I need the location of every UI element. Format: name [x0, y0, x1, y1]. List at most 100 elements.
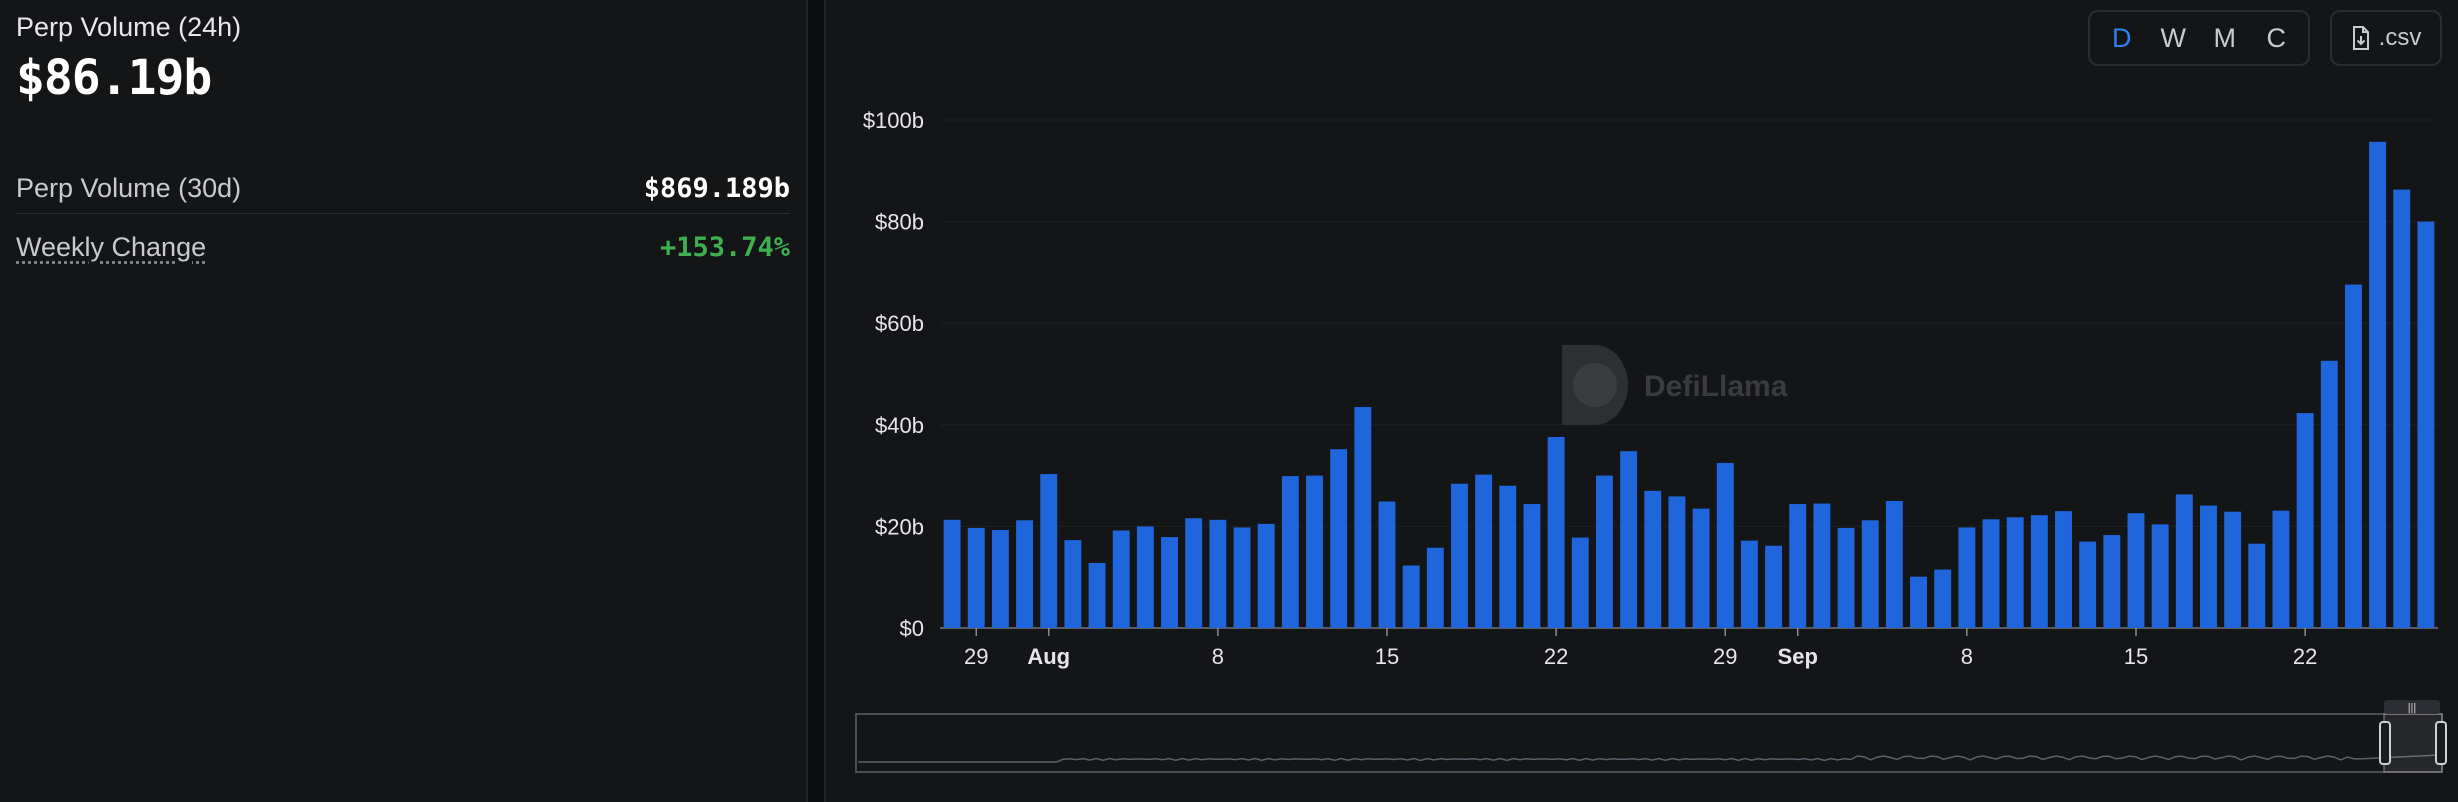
- y-tick-label: $100b: [863, 108, 924, 133]
- brush-grip-icon: |||: [2408, 702, 2417, 714]
- weekly-change-row: Weekly Change +153.74%: [16, 222, 790, 272]
- bar[interactable]: [2344, 284, 2362, 628]
- bar[interactable]: [1209, 519, 1227, 628]
- bar[interactable]: [2393, 189, 2411, 628]
- x-tick-label: 29: [964, 644, 988, 669]
- period-c-button[interactable]: C: [2266, 22, 2287, 53]
- perp-volume-24h-label: Perp Volume (24h): [16, 12, 242, 42]
- bar[interactable]: [1958, 527, 1976, 628]
- bar[interactable]: [1136, 526, 1154, 628]
- bar[interactable]: [1765, 545, 1783, 628]
- perp-volume-24h-value: $86.19b: [16, 50, 212, 106]
- bar[interactable]: [1620, 451, 1638, 628]
- bar[interactable]: [943, 519, 961, 628]
- bar[interactable]: [2296, 413, 2314, 628]
- bar[interactable]: [2272, 510, 2290, 628]
- bar[interactable]: [1306, 475, 1323, 628]
- x-tick-label: 8: [1961, 644, 1973, 669]
- range-brush[interactable]: |||: [855, 700, 2447, 773]
- llama-face-icon: [1573, 363, 1617, 407]
- bar[interactable]: [2079, 541, 2097, 628]
- bar[interactable]: [1402, 565, 1420, 628]
- bar[interactable]: [1451, 483, 1468, 628]
- bar[interactable]: [2175, 494, 2193, 628]
- bar[interactable]: [1330, 449, 1348, 628]
- bar[interactable]: [991, 529, 1009, 628]
- bar[interactable]: [1837, 527, 1855, 628]
- x-tick-label: Sep: [1778, 644, 1818, 669]
- bar[interactable]: [1813, 503, 1831, 628]
- bar[interactable]: [1644, 490, 1662, 628]
- brush-sparkline: [858, 754, 2441, 763]
- bar[interactable]: [2369, 141, 2387, 628]
- bar[interactable]: [1885, 501, 1903, 628]
- bar[interactable]: [1789, 504, 1807, 628]
- bar[interactable]: [1426, 547, 1444, 628]
- period-m-button[interactable]: M: [2213, 22, 2237, 53]
- bar[interactable]: [1571, 537, 1589, 628]
- bar[interactable]: [2127, 513, 2145, 628]
- period-d-button[interactable]: D: [2112, 22, 2132, 53]
- brush-handle-left[interactable]: [2379, 721, 2391, 765]
- stats-panel: Perp Volume (24h) $86.19b Perp Volume (3…: [0, 0, 806, 802]
- bar[interactable]: [2320, 360, 2338, 628]
- bar[interactable]: [2224, 511, 2242, 628]
- csv-label: .csv: [2378, 24, 2422, 51]
- bar[interactable]: [1910, 576, 1927, 628]
- bar[interactable]: [1088, 562, 1106, 628]
- bar[interactable]: [2006, 517, 2024, 628]
- bar[interactable]: [1354, 407, 1372, 628]
- bar[interactable]: [2248, 543, 2266, 628]
- y-tick-label: $60b: [875, 311, 924, 336]
- bar[interactable]: [1716, 462, 1734, 628]
- brush-track: [855, 713, 2443, 773]
- bar[interactable]: [1595, 475, 1613, 628]
- x-tick-label: 22: [1544, 644, 1568, 669]
- bar[interactable]: [1547, 436, 1565, 628]
- bar[interactable]: [1982, 519, 2000, 628]
- bar[interactable]: [1161, 537, 1178, 628]
- brush-grip[interactable]: [2384, 700, 2440, 714]
- bar[interactable]: [1064, 540, 1082, 628]
- bar[interactable]: [1861, 520, 1879, 628]
- bar[interactable]: [1740, 540, 1758, 628]
- weekly-change-label[interactable]: Weekly Change: [16, 231, 207, 262]
- bar[interactable]: [1499, 485, 1517, 628]
- bar[interactable]: [1016, 520, 1034, 628]
- bar[interactable]: [1692, 508, 1710, 628]
- bar[interactable]: [1112, 530, 1130, 628]
- bar[interactable]: [1185, 518, 1203, 628]
- period-selector: D W M C: [2088, 10, 2310, 66]
- bar[interactable]: [2103, 535, 2121, 628]
- period-w-button[interactable]: W: [2160, 22, 2186, 53]
- bar[interactable]: [1233, 527, 1251, 628]
- bar[interactable]: [1475, 474, 1493, 628]
- brush-handle-right[interactable]: [2435, 721, 2447, 765]
- bar[interactable]: [1934, 569, 1952, 628]
- bar[interactable]: [1281, 476, 1299, 628]
- bar[interactable]: [2030, 515, 2048, 628]
- brush-selection: [2383, 713, 2443, 773]
- y-tick-label: $20b: [875, 514, 924, 539]
- x-tick-label: Aug: [1027, 644, 1070, 669]
- panel-divider: [806, 0, 808, 802]
- x-tick-label: 22: [2293, 644, 2317, 669]
- bar[interactable]: [1668, 496, 1686, 628]
- bar[interactable]: [967, 527, 985, 628]
- weekly-change-value: +153.74%: [659, 231, 790, 263]
- bar[interactable]: [2055, 511, 2072, 628]
- perp-volume-30d-label: Perp Volume (30d): [16, 172, 242, 203]
- csv-download-button[interactable]: .csv: [2330, 10, 2442, 66]
- bar[interactable]: [1040, 474, 1058, 628]
- bar[interactable]: [2200, 505, 2217, 628]
- x-tick-label: 15: [2124, 644, 2148, 669]
- bar[interactable]: [1257, 523, 1275, 628]
- bar[interactable]: [1378, 501, 1396, 628]
- bar[interactable]: [2151, 524, 2169, 628]
- bar[interactable]: [1523, 504, 1541, 628]
- panel-gap: [808, 0, 824, 802]
- x-tick-label: 15: [1375, 644, 1399, 669]
- bar[interactable]: [2417, 221, 2435, 628]
- chart-panel: [824, 0, 2458, 802]
